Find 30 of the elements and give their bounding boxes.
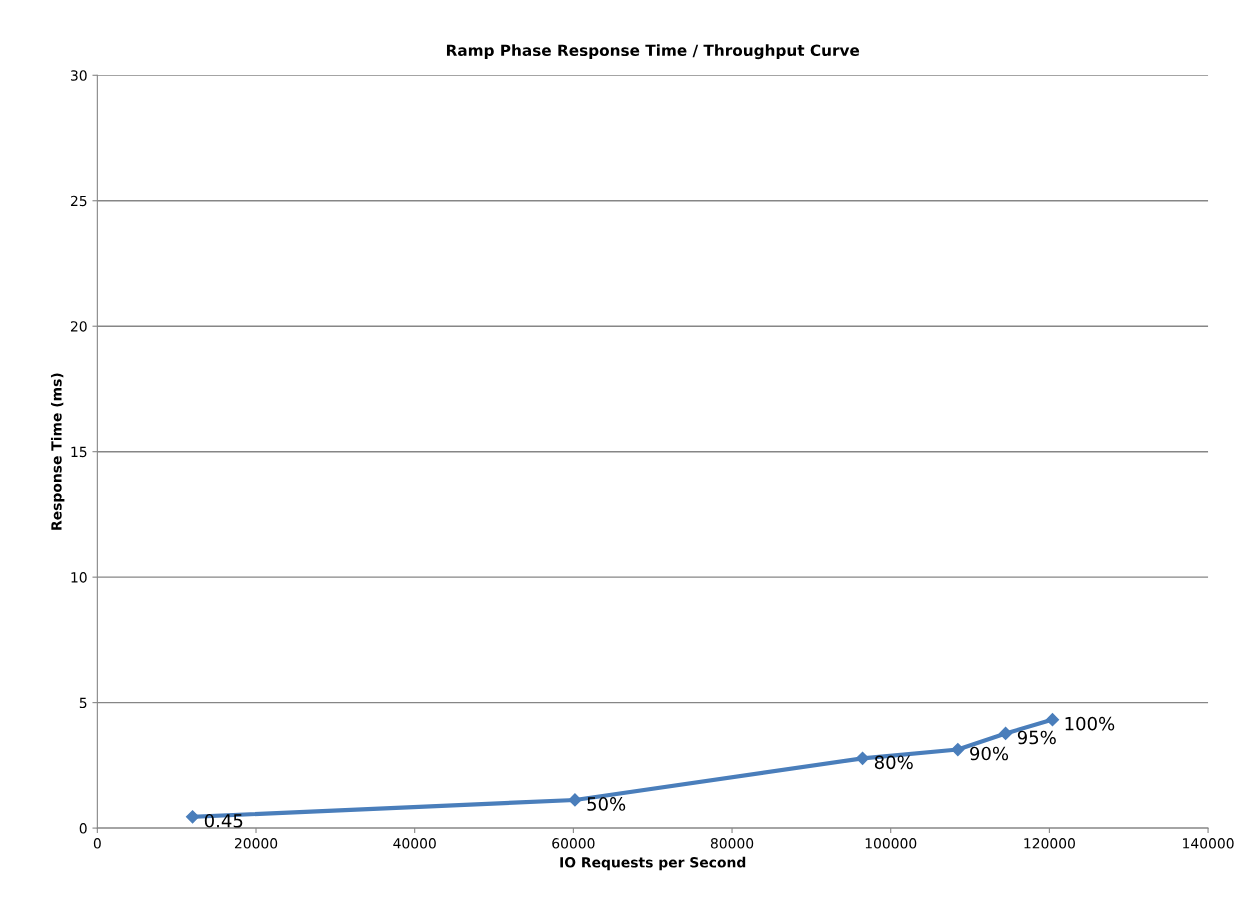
point bbox=[568, 793, 582, 807]
point bbox=[1045, 713, 1060, 727]
y-tick-label: 5 bbox=[79, 697, 87, 709]
point bbox=[951, 742, 965, 757]
y-tick-label: 20 bbox=[70, 321, 87, 332]
annotation: 100% bbox=[1065, 716, 1115, 731]
annotation: 0.45 bbox=[204, 813, 243, 828]
y-axis-title: Response Time (ms) bbox=[50, 373, 65, 530]
point bbox=[999, 726, 1013, 741]
y-tick-label: 10 bbox=[71, 572, 87, 583]
x-axis-title: IO Requests per Second bbox=[560, 856, 746, 871]
point bbox=[855, 751, 870, 765]
y-tick-label: 30 bbox=[71, 70, 87, 81]
y-tick-label: 15 bbox=[71, 446, 87, 458]
x-tick-label: 120000 bbox=[1024, 838, 1075, 849]
chart-title: Ramp Phase Response Time / Throughput Curve bbox=[446, 44, 860, 60]
x-tick-label: 0 bbox=[93, 838, 101, 849]
x-tick-label: 40000 bbox=[393, 838, 436, 849]
y-tick-label: 0 bbox=[79, 823, 87, 834]
x-tick-label: 100000 bbox=[865, 838, 917, 849]
annotation: 90% bbox=[970, 746, 1009, 761]
x-tick-label: 60000 bbox=[552, 838, 595, 849]
x-tick-label: 140000 bbox=[1183, 838, 1234, 849]
point bbox=[185, 810, 200, 824]
annotation: 80% bbox=[874, 755, 913, 770]
annotation: 95% bbox=[1017, 730, 1056, 745]
y-tick-label: 25 bbox=[70, 195, 87, 207]
x-tick-label: 80000 bbox=[710, 838, 754, 849]
annotation: 50% bbox=[587, 797, 626, 811]
x-tick-label: 20000 bbox=[234, 838, 278, 849]
